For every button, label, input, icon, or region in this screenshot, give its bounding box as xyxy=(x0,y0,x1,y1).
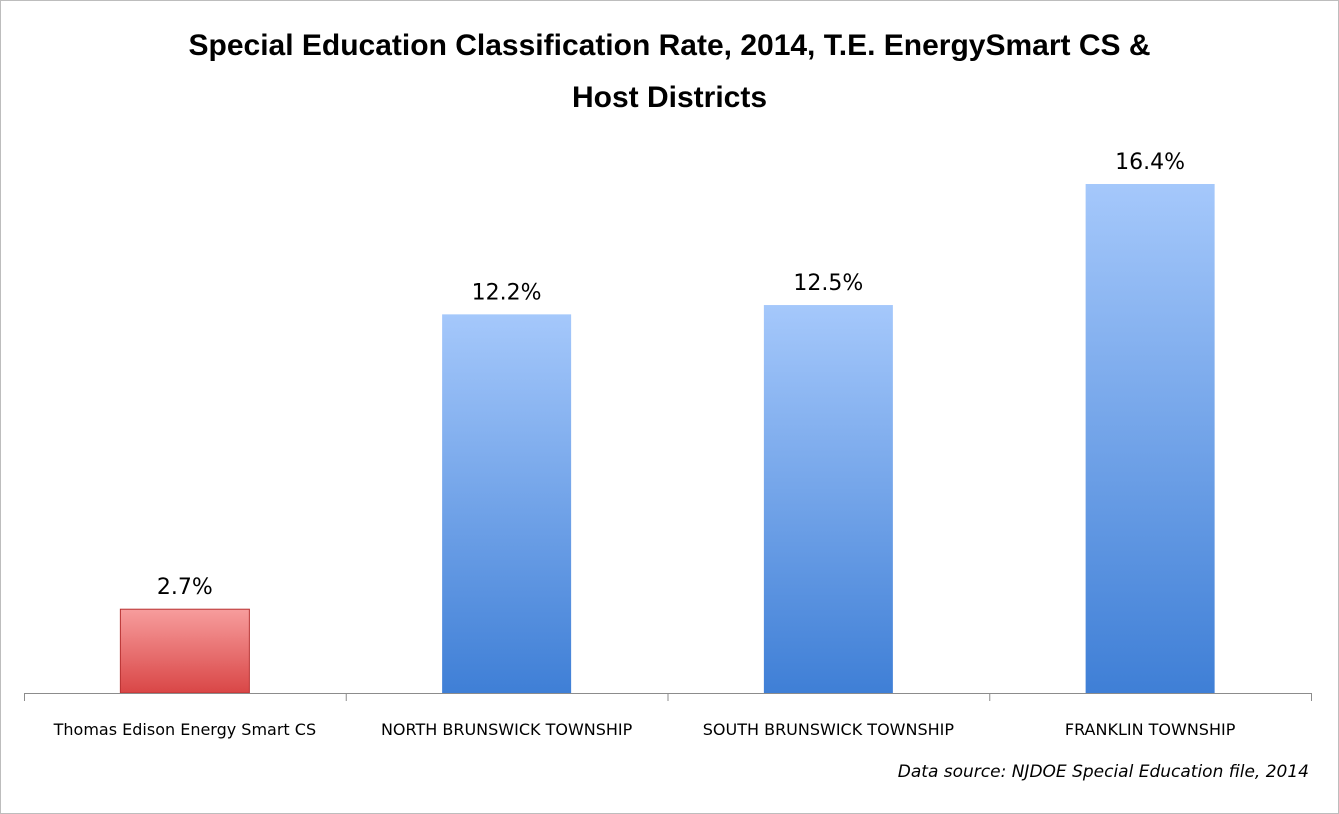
data-label-2: 12.5% xyxy=(793,271,863,296)
data-source-note: Data source: NJDOE Special Education fil… xyxy=(897,762,1309,782)
bar-1 xyxy=(442,314,572,693)
x-axis xyxy=(24,693,1312,701)
category-label-2: SOUTH BRUNSWICK TOWNSHIP xyxy=(703,720,955,739)
labels-group: 2.7% Thomas Edison Energy Smart CS 12.2% NO… xyxy=(53,150,1236,739)
bar-3 xyxy=(1085,184,1215,693)
bar-2 xyxy=(763,305,893,693)
bars-group xyxy=(119,184,1215,694)
category-label-1: NORTH BRUNSWICK TOWNSHIP xyxy=(381,720,633,739)
data-label-1: 12.2% xyxy=(472,280,542,305)
chart-title-line-1: Special Education Classification Rate, 2… xyxy=(188,29,1151,62)
chart-title: Special Education Classification Rate, 2… xyxy=(0,20,1339,124)
data-label-3: 16.4% xyxy=(1115,150,1185,175)
bar-0 xyxy=(119,608,250,694)
category-label-0: Thomas Edison Energy Smart CS xyxy=(53,720,317,739)
category-label-3: FRANKLIN TOWNSHIP xyxy=(1065,720,1236,739)
chart-title-line-2: Host Districts xyxy=(571,81,768,114)
data-label-0: 2.7% xyxy=(157,575,213,600)
